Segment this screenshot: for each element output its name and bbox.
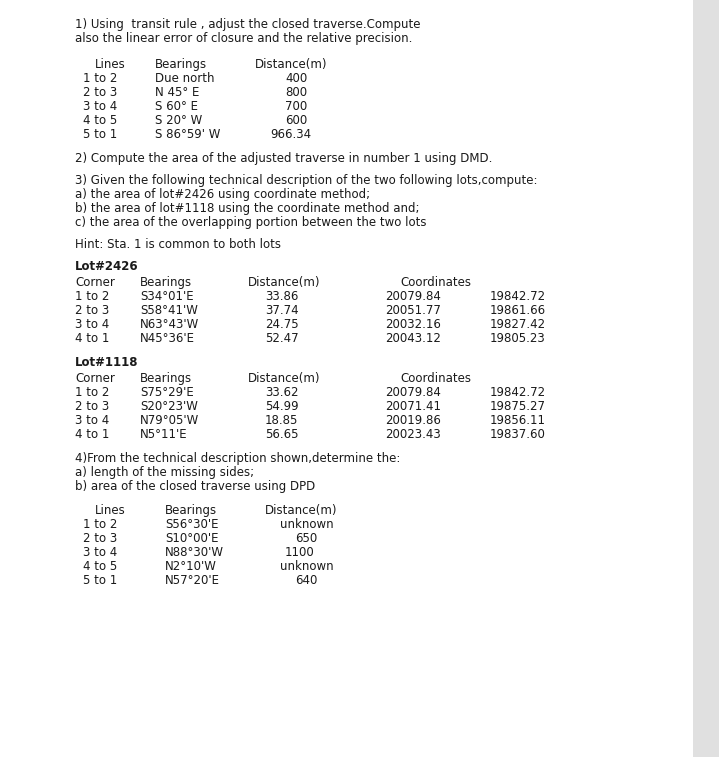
Text: 20043.12: 20043.12 [385,332,441,345]
Text: 33.62: 33.62 [265,386,298,399]
Text: S10°00'E: S10°00'E [165,532,219,545]
Text: 3 to 4: 3 to 4 [83,546,117,559]
Text: also the linear error of closure and the relative precision.: also the linear error of closure and the… [75,32,413,45]
Text: 700: 700 [285,100,307,113]
Text: b) area of the closed traverse using DPD: b) area of the closed traverse using DPD [75,480,315,493]
Text: N88°30'W: N88°30'W [165,546,224,559]
Text: 2 to 3: 2 to 3 [75,400,109,413]
Text: Lines: Lines [95,58,126,71]
Text: 19861.66: 19861.66 [490,304,546,317]
Text: S 60° E: S 60° E [155,100,198,113]
Text: 800: 800 [285,86,307,99]
Text: 20023.43: 20023.43 [385,428,441,441]
Text: 1 to 2: 1 to 2 [75,290,109,303]
Text: N57°20'E: N57°20'E [165,574,220,587]
Text: 5 to 1: 5 to 1 [83,574,117,587]
Text: 20051.77: 20051.77 [385,304,441,317]
Text: 2 to 3: 2 to 3 [83,532,117,545]
Text: Distance(m): Distance(m) [265,504,337,517]
Text: Coordinates: Coordinates [400,372,471,385]
Text: unknown: unknown [280,518,334,531]
Text: Bearings: Bearings [165,504,217,517]
Text: 650: 650 [295,532,317,545]
Text: 19837.60: 19837.60 [490,428,546,441]
Text: Distance(m): Distance(m) [255,58,327,71]
Text: S20°23'W: S20°23'W [140,400,198,413]
Text: 18.85: 18.85 [265,414,298,427]
Text: Due north: Due north [155,72,214,85]
Text: 2 to 3: 2 to 3 [75,304,109,317]
Text: 640: 640 [295,574,317,587]
Text: Corner: Corner [75,372,115,385]
Text: Bearings: Bearings [140,372,192,385]
Text: S58°41'W: S58°41'W [140,304,198,317]
Text: 4 to 1: 4 to 1 [75,332,109,345]
Text: a) length of the missing sides;: a) length of the missing sides; [75,466,254,479]
Text: 1 to 2: 1 to 2 [75,386,109,399]
Text: 20079.84: 20079.84 [385,290,441,303]
Text: Distance(m): Distance(m) [248,372,321,385]
Text: Hint: Sta. 1 is common to both lots: Hint: Sta. 1 is common to both lots [75,238,281,251]
Text: 54.99: 54.99 [265,400,298,413]
Text: 56.65: 56.65 [265,428,298,441]
Text: 19842.72: 19842.72 [490,386,546,399]
Text: N45°36'E: N45°36'E [140,332,195,345]
Text: Lot#1118: Lot#1118 [75,356,139,369]
Text: 37.74: 37.74 [265,304,298,317]
Text: c) the area of the overlapping portion between the two lots: c) the area of the overlapping portion b… [75,216,426,229]
Text: 19856.11: 19856.11 [490,414,546,427]
Text: 19805.23: 19805.23 [490,332,546,345]
Text: 400: 400 [285,72,307,85]
Text: 2) Compute the area of the adjusted traverse in number 1 using DMD.: 2) Compute the area of the adjusted trav… [75,152,493,165]
Text: S75°29'E: S75°29'E [140,386,193,399]
Text: Lot#2426: Lot#2426 [75,260,139,273]
Text: Lines: Lines [95,504,126,517]
Text: N5°11'E: N5°11'E [140,428,188,441]
Text: 1) Using  transit rule , adjust the closed traverse.Compute: 1) Using transit rule , adjust the close… [75,18,421,31]
Text: 1100: 1100 [285,546,315,559]
Text: 4)From the technical description shown,determine the:: 4)From the technical description shown,d… [75,452,400,465]
Text: Distance(m): Distance(m) [248,276,321,289]
Text: 19842.72: 19842.72 [490,290,546,303]
Text: N 45° E: N 45° E [155,86,199,99]
Text: 33.86: 33.86 [265,290,298,303]
Text: S56°30'E: S56°30'E [165,518,219,531]
Text: Bearings: Bearings [155,58,207,71]
Text: 24.75: 24.75 [265,318,298,331]
Text: 1 to 2: 1 to 2 [83,518,117,531]
Text: 3) Given the following technical description of the two following lots,compute:: 3) Given the following technical descrip… [75,174,538,187]
Text: 20079.84: 20079.84 [385,386,441,399]
Text: unknown: unknown [280,560,334,573]
Text: 19827.42: 19827.42 [490,318,546,331]
Text: 4 to 5: 4 to 5 [83,114,117,127]
Text: 1 to 2: 1 to 2 [83,72,117,85]
Text: 3 to 4: 3 to 4 [75,414,109,427]
Text: S 20° W: S 20° W [155,114,202,127]
Text: S34°01'E: S34°01'E [140,290,193,303]
Text: b) the area of lot#1118 using the coordinate method and;: b) the area of lot#1118 using the coordi… [75,202,419,215]
Text: 2 to 3: 2 to 3 [83,86,117,99]
Text: Coordinates: Coordinates [400,276,471,289]
Text: 5 to 1: 5 to 1 [83,128,117,141]
Text: 3 to 4: 3 to 4 [75,318,109,331]
Text: N79°05'W: N79°05'W [140,414,199,427]
Text: N2°10'W: N2°10'W [165,560,217,573]
Text: a) the area of lot#2426 using coordinate method;: a) the area of lot#2426 using coordinate… [75,188,370,201]
Text: 4 to 5: 4 to 5 [83,560,117,573]
Text: 20032.16: 20032.16 [385,318,441,331]
Text: Corner: Corner [75,276,115,289]
Text: 20019.86: 20019.86 [385,414,441,427]
Text: N63°43'W: N63°43'W [140,318,199,331]
Text: 20071.41: 20071.41 [385,400,441,413]
Text: 19875.27: 19875.27 [490,400,546,413]
Bar [693,0,719,757]
Text: 600: 600 [285,114,307,127]
Text: 966.34: 966.34 [270,128,311,141]
Text: S 86°59' W: S 86°59' W [155,128,221,141]
Text: 3 to 4: 3 to 4 [83,100,117,113]
Text: 4 to 1: 4 to 1 [75,428,109,441]
Text: 52.47: 52.47 [265,332,298,345]
Text: Bearings: Bearings [140,276,192,289]
